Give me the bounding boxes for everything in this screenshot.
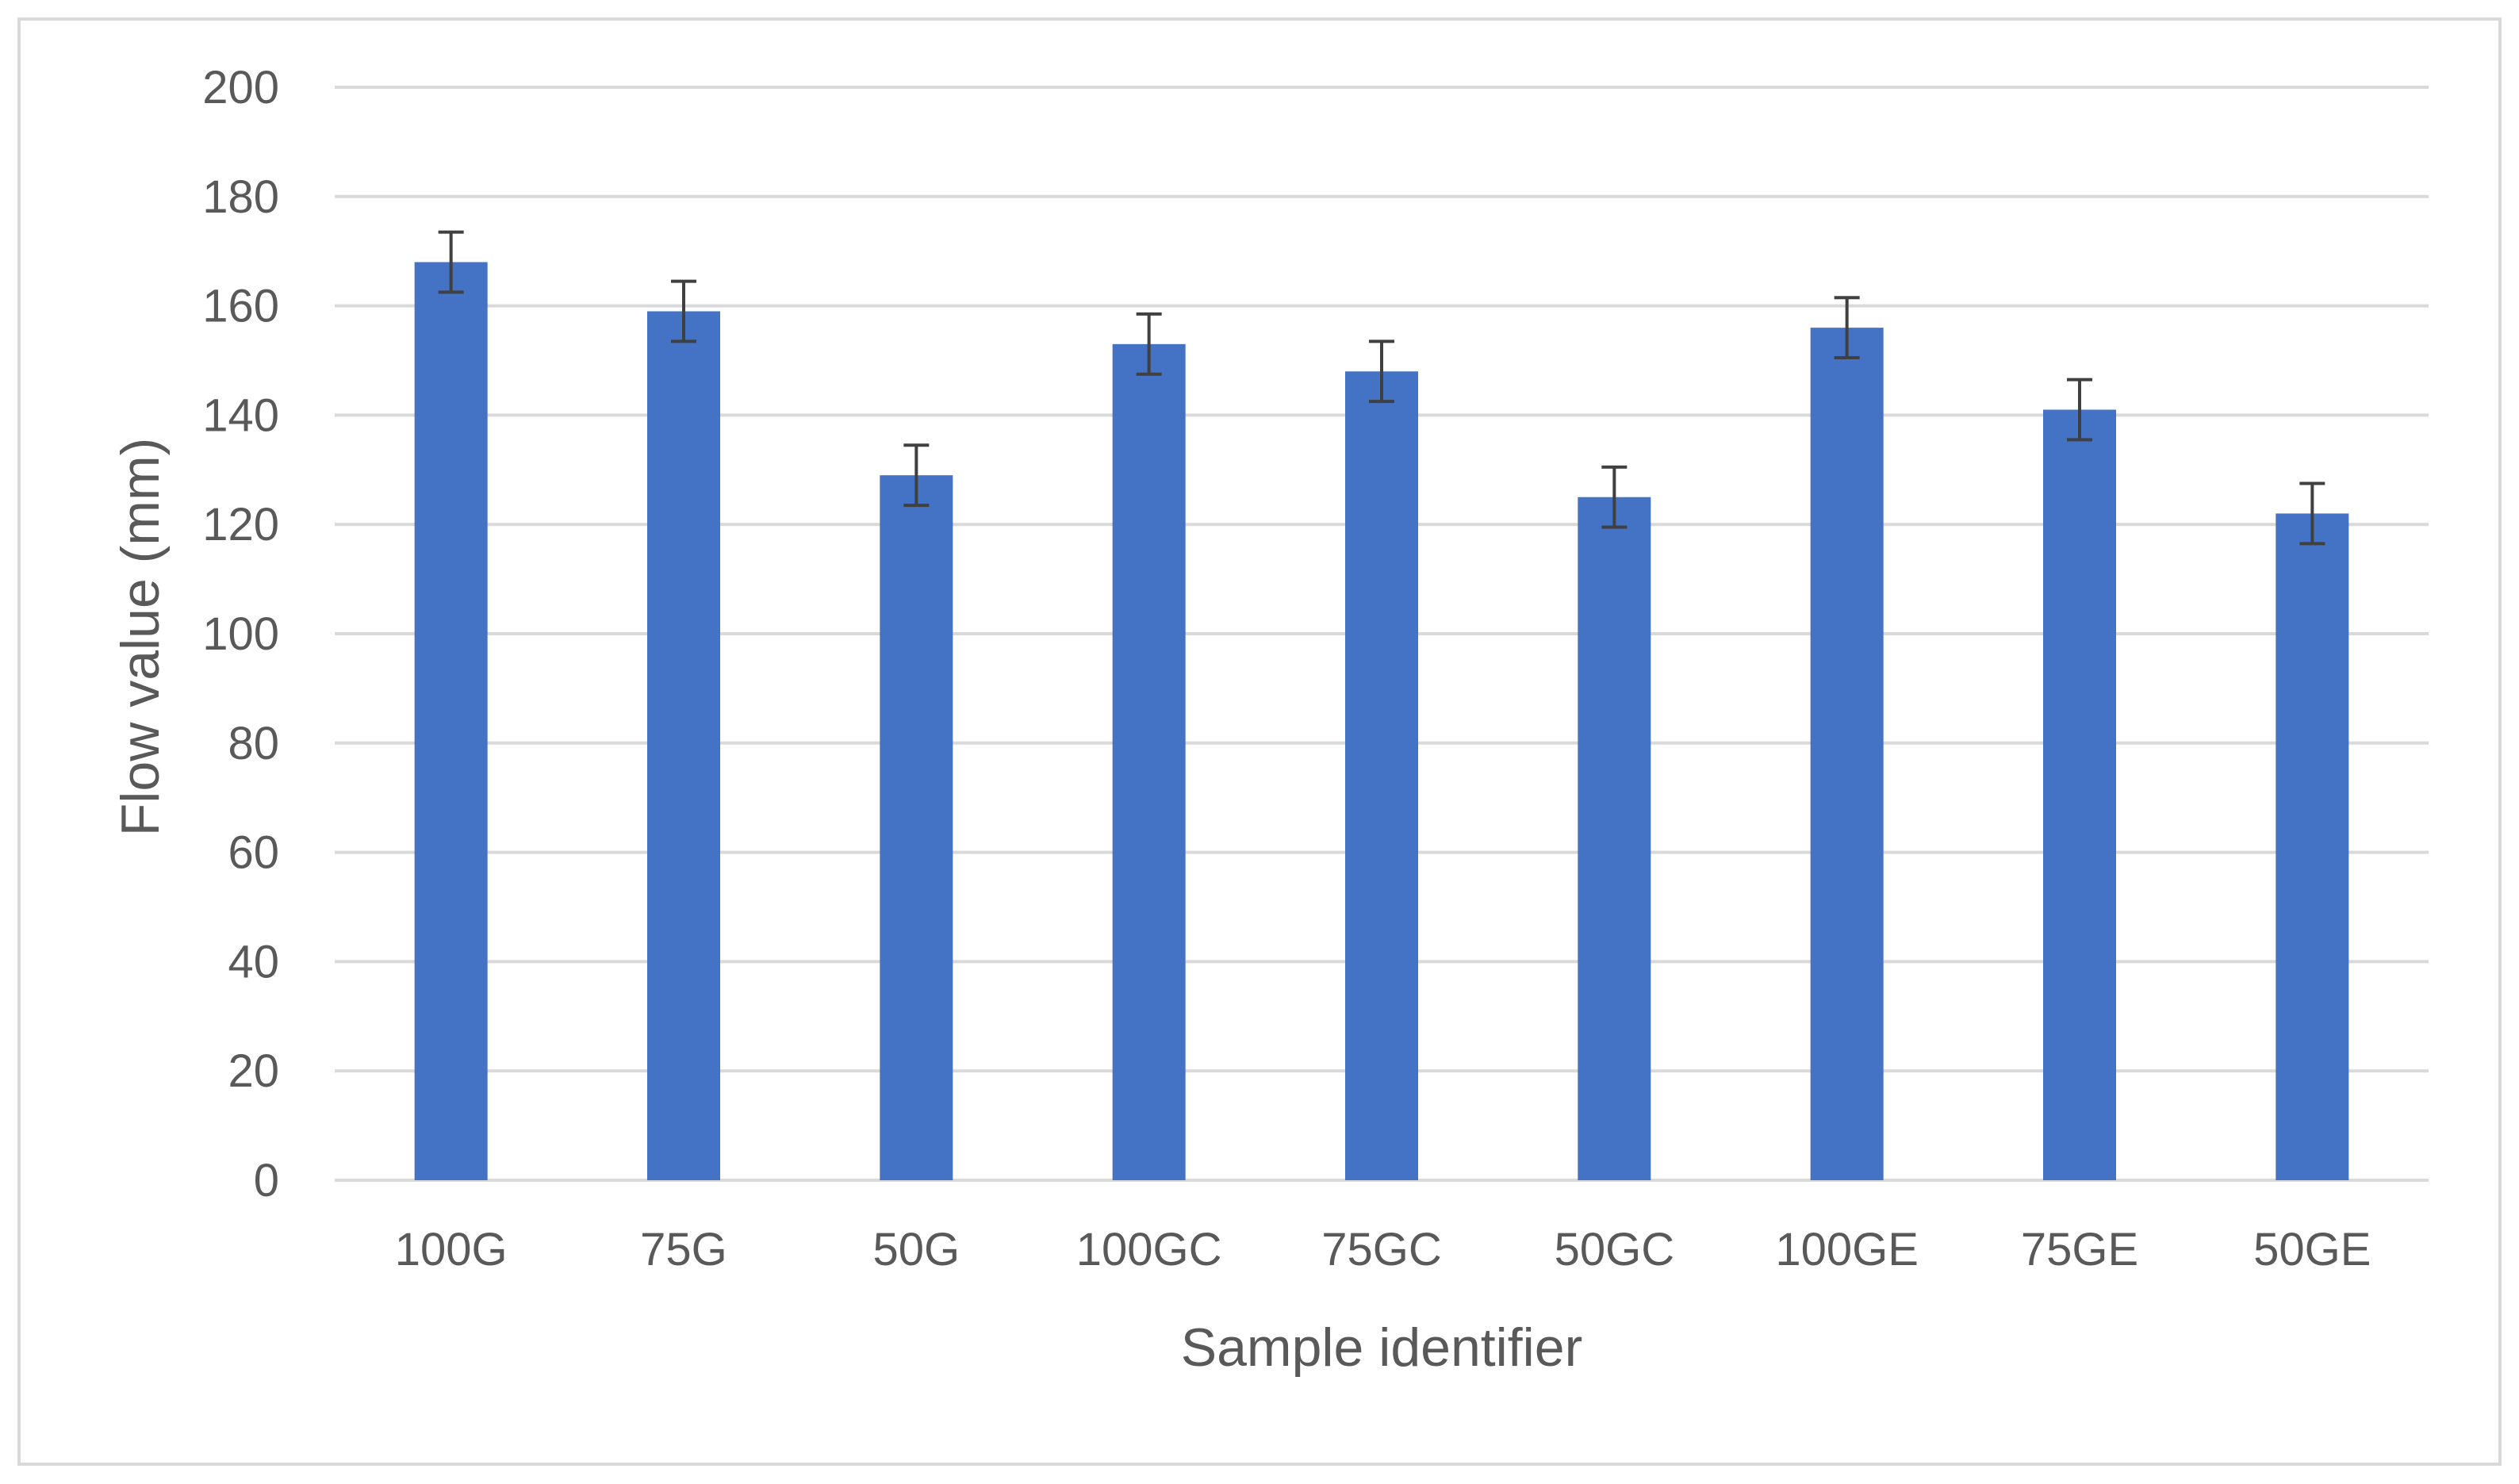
y-tick-label: 100 [202,608,279,660]
y-tick-label: 40 [228,936,279,987]
y-tick-label: 0 [254,1155,279,1206]
error-bar-100GE [1834,296,1860,360]
x-axis-title: Sample identifier [1181,1317,1582,1378]
x-tick-label: 50G [873,1224,960,1275]
bar-50GC [1578,497,1651,1180]
error-bars [438,230,2325,546]
bar-100G [414,262,488,1181]
error-bar-50GE [2299,481,2325,546]
x-tick-label: 75GC [1321,1224,1442,1275]
y-axis-title: Flow value (mm) [110,438,171,837]
bar-50G [880,475,953,1180]
y-tick-label: 140 [202,389,279,441]
error-bar-50G [903,443,930,508]
error-bar-100GC [1136,312,1162,376]
y-tick-label: 160 [202,281,279,332]
x-tick-label: 100GE [1775,1224,1919,1275]
error-bar-75G [671,279,696,343]
y-tick-label: 60 [228,827,279,879]
bar-75GE [2043,409,2116,1180]
error-bar-100G [438,230,464,294]
error-bar-75GE [2067,378,2092,442]
x-tick-label: 100G [395,1224,508,1275]
bar-100GE [1810,328,1884,1180]
error-bar-75GC [1369,339,1394,404]
y-tick-labels: 0 20 40 60 80 100 120 140 160 180 200 [202,62,279,1206]
bar-50GE [2276,513,2349,1180]
x-tick-label: 75GE [2021,1224,2138,1275]
bar-100GC [1112,343,1186,1181]
x-tick-labels: 100G 75G 50G 100GC 75GC 50GC 100GE 75GE 50GE [395,1224,2371,1275]
bar-75GC [1345,371,1418,1180]
y-tick-label: 80 [228,718,279,769]
x-tick-label: 100GC [1076,1224,1222,1275]
bar-75G [647,311,720,1180]
y-tick-label: 200 [202,62,279,113]
x-tick-label: 75G [640,1224,727,1275]
x-tick-label: 50GE [2253,1224,2371,1275]
y-tick-label: 120 [202,499,279,550]
y-tick-label: 20 [228,1045,279,1097]
y-tick-label: 180 [202,171,279,223]
bars [414,262,2349,1181]
x-tick-label: 50GC [1555,1224,1675,1275]
error-bar-50GC [1601,465,1628,529]
